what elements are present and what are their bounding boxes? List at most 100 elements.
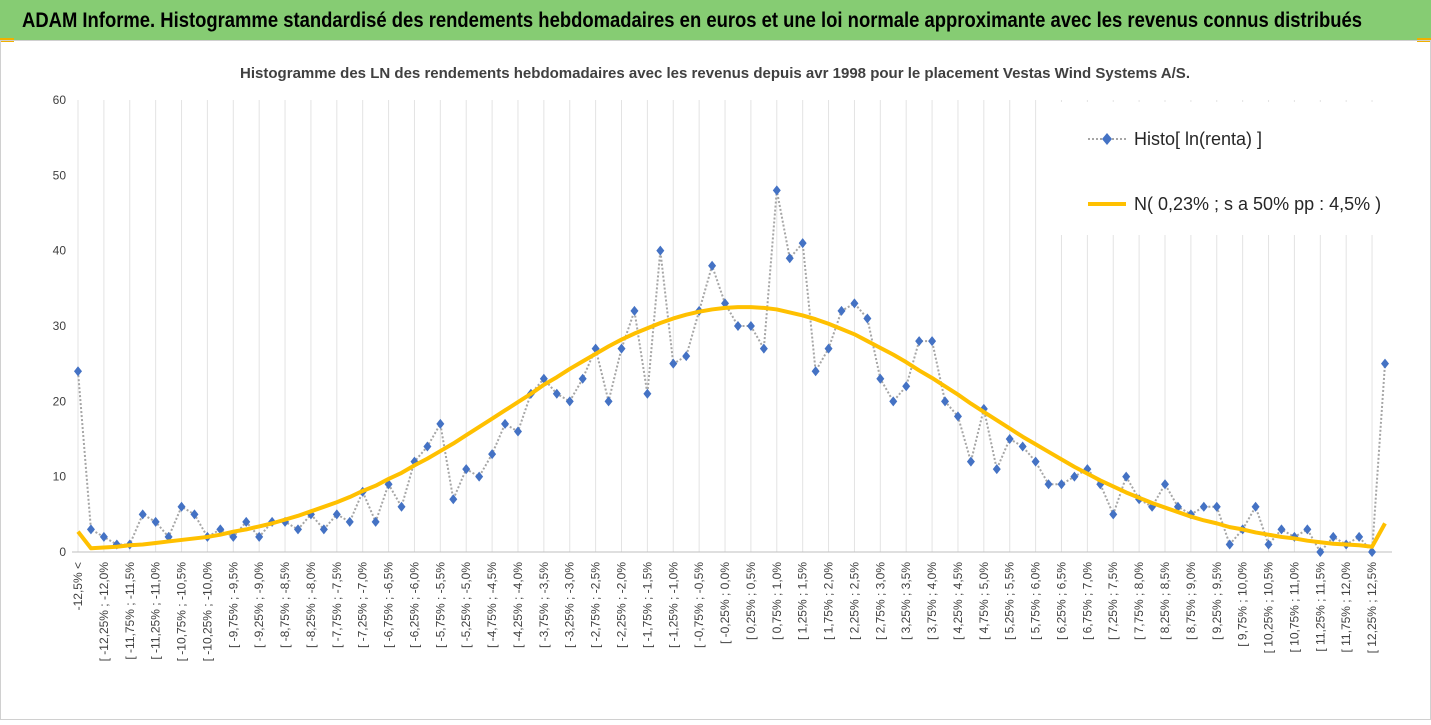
x-tick-label: [ -8,25% ; -8,0%	[304, 562, 318, 648]
data-point	[669, 358, 678, 369]
data-point	[1122, 471, 1131, 482]
x-tick-label: [ 4,25% ; 4,5%	[951, 562, 965, 640]
data-point	[229, 531, 238, 542]
x-tick-label: [ -9,75% ; -9,5%	[226, 562, 240, 648]
x-tick-label: [ 8,75% ; 9,0%	[1184, 562, 1198, 640]
data-point	[1070, 471, 1079, 482]
x-tick-label: [ -2,25% ; -2,0%	[615, 562, 629, 648]
y-tick-label: 40	[53, 244, 67, 258]
x-tick-label: [ 10,25% ; 10,5%	[1262, 562, 1276, 654]
data-point	[1251, 501, 1260, 512]
data-point	[1277, 524, 1286, 535]
data-point	[604, 396, 613, 407]
x-tick-label: [ 7,75% ; 8,0%	[1132, 562, 1146, 640]
x-tick-label: [ -9,25% ; -9,0%	[252, 562, 266, 648]
data-point	[255, 531, 264, 542]
data-point	[1005, 434, 1014, 444]
data-point	[1212, 501, 1221, 512]
data-point	[319, 524, 328, 535]
data-point	[824, 343, 833, 354]
data-point	[772, 185, 781, 196]
data-point	[436, 418, 445, 429]
x-tick-label: [ 4,75% ; 5,0%	[977, 562, 991, 640]
x-tick-label: [ 2,75% ; 3,0%	[873, 562, 887, 640]
data-point	[953, 411, 962, 422]
data-point	[1044, 479, 1053, 490]
y-tick-label: 30	[53, 319, 67, 333]
legend-label: N( 0,23% ; s a 50% pp : 4,5% )	[1134, 194, 1381, 214]
x-tick-label: [ 3,25% ; 3,5%	[899, 562, 913, 640]
data-point	[889, 396, 898, 407]
data-point	[488, 449, 497, 460]
x-tick-label: [ -12,25% ; -12,0%	[97, 562, 111, 662]
x-tick-label: [ -10,75% ; -10,5%	[175, 562, 189, 662]
data-point	[928, 336, 937, 347]
series-line	[76, 305, 1387, 551]
data-point	[151, 516, 160, 527]
data-point	[682, 351, 691, 362]
data-point	[1199, 501, 1208, 512]
data-point	[449, 494, 458, 505]
x-tick-label: [ -11,75% ; -11,5%	[123, 562, 137, 660]
data-point	[630, 305, 639, 316]
x-tick-label: [ -10,25% ; -10,0%	[200, 562, 214, 662]
data-point	[74, 366, 82, 377]
data-point	[462, 464, 471, 475]
data-point	[902, 381, 911, 392]
x-tick-label: [ 1,75% ; 2,0%	[822, 562, 836, 640]
data-point	[941, 396, 950, 407]
legend-box	[1058, 102, 1398, 235]
x-tick-label: [ 11,75% ; 12,0%	[1339, 562, 1353, 653]
x-tick-label: [ 6,25% ; 6,5%	[1054, 562, 1068, 640]
x-tick-label: [ 9,75% ; 10,0%	[1236, 562, 1250, 647]
data-point	[863, 313, 872, 324]
x-tick-label: [ -5,75% ; -5,5%	[433, 562, 447, 648]
x-tick-label: [ -2,75% ; -2,5%	[589, 562, 603, 648]
x-tick-label: [ -11,25% ; -11,0%	[149, 562, 163, 660]
data-point	[785, 253, 794, 264]
data-point	[1161, 479, 1170, 490]
data-point	[99, 531, 108, 542]
data-point	[1057, 479, 1066, 490]
x-tick-label: [ 8,25% ; 8,5%	[1158, 562, 1172, 640]
x-tick-label: [ -0,25% ; 0,0%	[718, 562, 732, 644]
banner	[0, 0, 1431, 40]
data-point	[733, 321, 742, 331]
data-point	[1225, 539, 1234, 550]
banner-title: ADAM Informe. Histogramme standardisé de…	[22, 9, 1362, 32]
data-point	[423, 441, 432, 452]
data-point	[850, 298, 859, 309]
data-point	[1329, 531, 1338, 542]
x-tick-label: [ 3,75% ; 4,0%	[925, 562, 939, 640]
x-tick-label: [ -0,75% ; -0,5%	[692, 562, 706, 648]
x-tick-label: [ -5,25% ; -5,0%	[459, 562, 473, 648]
data-point	[293, 524, 302, 535]
legend-marker	[1102, 133, 1112, 145]
data-point	[397, 501, 406, 512]
data-point	[966, 456, 975, 467]
x-tick-label: [ -8,75% ; -8,5%	[278, 562, 292, 648]
data-point	[798, 238, 807, 249]
data-point	[552, 388, 561, 399]
data-point	[1109, 509, 1118, 520]
data-point	[177, 501, 186, 512]
data-point	[915, 336, 924, 347]
data-point	[345, 516, 354, 527]
x-tick-label: [ 11,25% ; 11,5%	[1313, 562, 1327, 652]
x-tick-label: [ 12,25% ; 12,5%	[1365, 562, 1379, 654]
x-tick-label: [ -7,75% ; -7,5%	[330, 562, 344, 648]
data-point	[216, 524, 225, 535]
data-point	[138, 509, 147, 520]
data-point	[759, 343, 768, 354]
y-tick-label: 0	[59, 545, 66, 559]
x-tick-label: [ 0,75% ; 1,0%	[770, 562, 784, 640]
y-tick-label: 10	[53, 470, 67, 484]
x-tick-label: [ -4,25% ; -4,0%	[511, 562, 525, 648]
x-tick-label: [ 1,25% ; 1,5%	[796, 562, 810, 640]
data-point	[876, 373, 885, 384]
x-tick-label: [ -6,25% ; -6,0%	[407, 562, 421, 648]
plot-area: 0 10 20 30 40 50 60 -12,5% < [ -12,25% ; -12,0% […	[53, 93, 1398, 661]
y-tick-label: 60	[53, 93, 67, 107]
x-tick-label: [ -6,75% ; -6,5%	[382, 562, 396, 648]
x-tick-label: [ 10,75% ; 11,0%	[1287, 562, 1301, 653]
